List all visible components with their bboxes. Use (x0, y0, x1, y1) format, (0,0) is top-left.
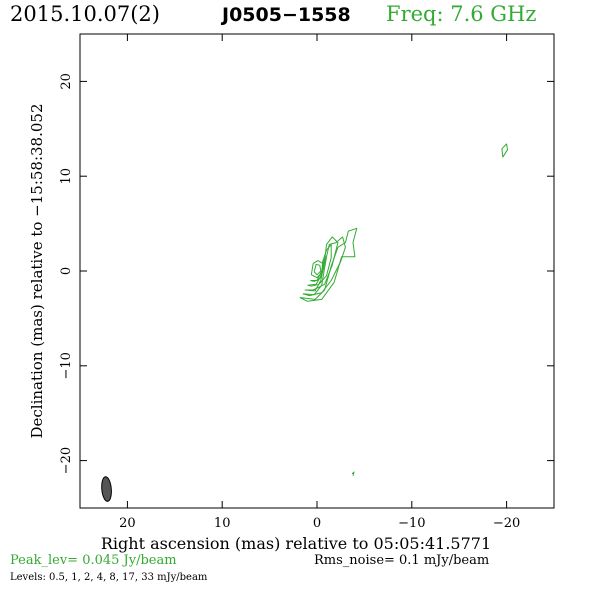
header-date: 2015.10.07(2) (10, 2, 160, 26)
axis-ticks (80, 34, 554, 508)
y-tick-label: −20 (59, 447, 74, 474)
contour-layers (299, 143, 508, 476)
plot-frame (79, 33, 555, 509)
beam-layer (101, 476, 112, 502)
y-tick-label: 0 (59, 267, 74, 275)
contour-line (310, 260, 324, 279)
rms-noise: Rms_noise= 0.1 mJy/beam (314, 553, 490, 568)
contour-line (351, 471, 355, 476)
header-source: J0505−1558 (222, 4, 351, 26)
x-tick-label: 10 (214, 516, 231, 531)
x-tick-label: 20 (119, 516, 136, 531)
peak-level: Peak_lev= 0.045 Jy/beam (10, 553, 177, 568)
contour-line (310, 256, 326, 282)
tick-labels: 20 10 0 −10 −20 20 10 0 −10 −20 (59, 73, 520, 531)
y-axis-label: Declination (mas) relative to −15:58:38.… (28, 103, 46, 438)
y-tick-label: 10 (59, 168, 74, 185)
x-tick-label: −20 (493, 516, 520, 531)
y-tick-label: 20 (59, 73, 74, 90)
contour-line (304, 236, 339, 292)
x-tick-label: 0 (313, 516, 321, 531)
y-tick-label: −10 (59, 352, 74, 379)
beam-ellipse (101, 476, 112, 502)
contour-levels: Levels: 0.5, 1, 2, 4, 8, 17, 33 mJy/beam (10, 572, 208, 583)
header-frequency: Freq: 7.6 GHz (386, 2, 537, 26)
x-tick-label: −10 (398, 516, 425, 531)
contour-line (299, 227, 358, 302)
contour-line (313, 263, 322, 276)
contour-line (501, 143, 508, 158)
x-axis-label: Right ascension (mas) relative to 05:05:… (101, 534, 491, 553)
